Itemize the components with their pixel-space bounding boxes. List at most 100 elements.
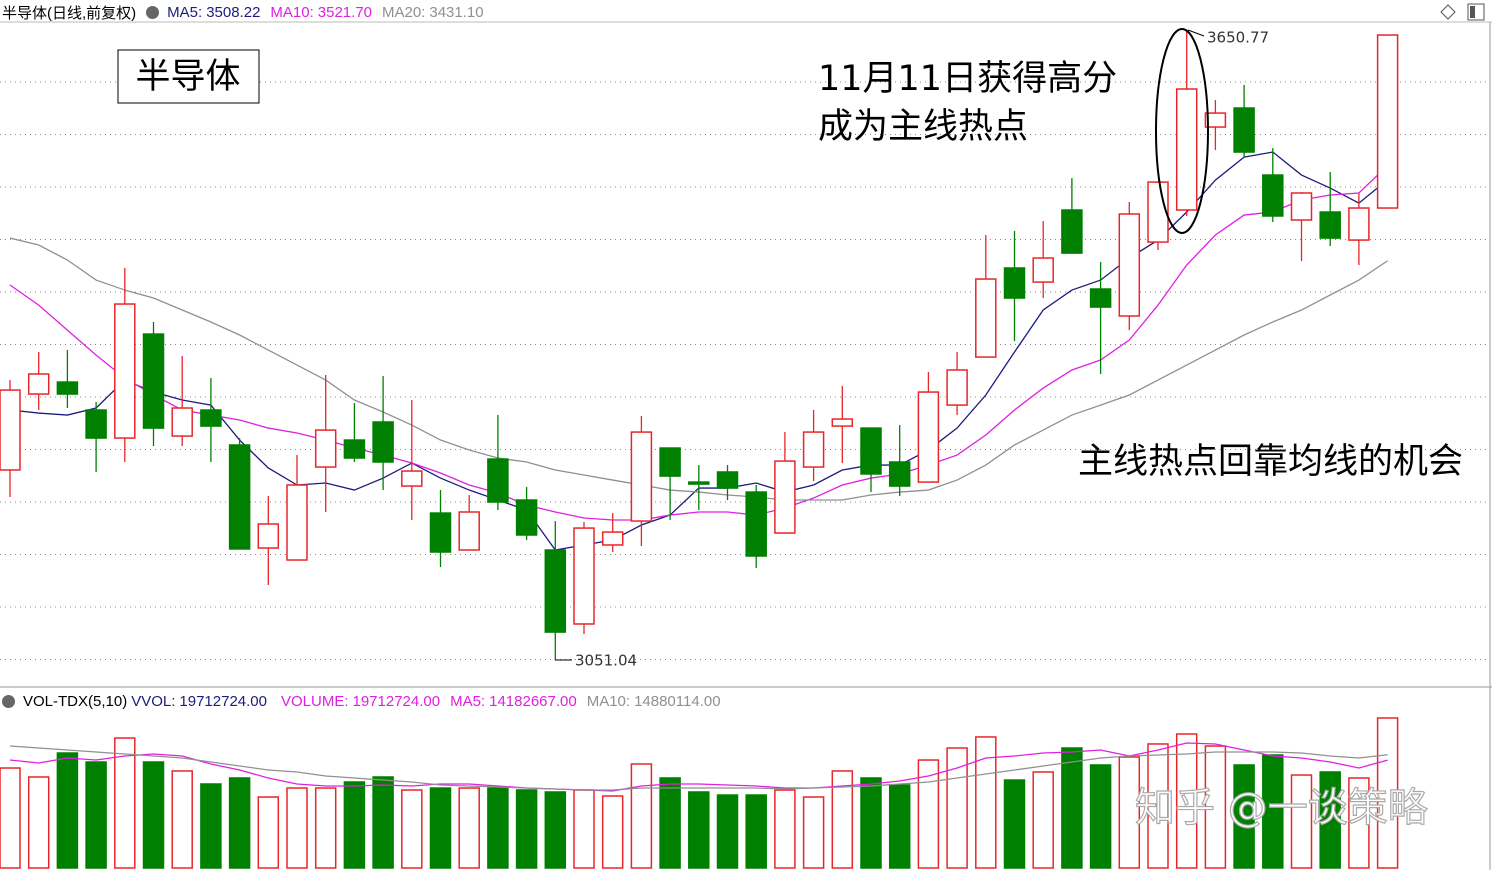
volume-bar [200,783,222,869]
candle-body [1204,112,1227,128]
maximize-button-inner [1470,6,1475,18]
candle-body [515,499,538,536]
volume-bar [228,777,251,869]
candle-body [85,409,107,439]
volume-bar [458,787,480,869]
volume-bar [1175,733,1198,869]
menu-icon[interactable] [146,5,160,19]
volume-bar [659,777,681,869]
ma-line [9,165,1389,521]
candle-body [716,471,739,489]
volume-bar [1348,777,1370,869]
candle-body [1175,88,1198,211]
vvol-name: VVOL: [131,692,176,710]
ma-line [9,742,1388,792]
candle-body [573,527,595,625]
ma-legend-value: 3521.70 [317,3,373,21]
candle-body [1319,211,1341,239]
candle-body [1262,174,1284,217]
candle-body [228,444,251,550]
candle-body [343,439,366,459]
annotation: 11月11日获得高分 [818,59,1117,99]
volume-bar [888,784,911,869]
candle-body [659,447,681,477]
candle-body [56,381,79,395]
candle-body [745,491,767,557]
candle-body [975,278,997,358]
candle-body [1118,213,1141,317]
volume-bar [1003,779,1026,869]
candle-body [1032,257,1054,283]
volume-title: VOL-TDX(5,10) [23,692,128,710]
maximize-button[interactable] [1467,3,1485,21]
volume-bar [27,776,50,869]
volume-legend-name: VOLUME: [280,692,349,710]
label-box-text: 半导体 [135,57,240,97]
ma-legend-value: 14182667.00 [489,692,577,710]
candle-body [860,427,882,475]
candle-body [802,431,825,468]
volume-bar [171,770,193,869]
high-arrow [1187,29,1205,37]
candle-body [1233,107,1255,153]
candle-body [1147,181,1169,243]
candle-body [630,431,653,522]
plot-layer [0,30,1490,869]
candle-body [946,369,968,406]
candle-body [200,409,222,427]
volume-bar [1032,771,1054,869]
ma-legend-value: 3431.10 [429,3,484,21]
volume-bar [1061,747,1083,869]
volume-bar [831,770,854,869]
candle-body [1061,209,1083,254]
volume-bar [401,789,423,869]
volume-bar [1233,764,1255,869]
volume-bar [802,796,825,869]
candle-body [372,421,394,463]
candle-body [0,389,21,471]
candle-body [458,511,480,551]
volume-bar [515,789,538,869]
volume-bar [975,736,997,869]
watermark: 知乎 @一谈策略 [1135,785,1428,831]
highlight-ellipse [1155,28,1209,234]
volume-bar [142,761,165,869]
candle-body [142,333,165,429]
ma-legend-value: 14880114.00 [634,692,721,710]
volume-header: VOL-TDX(5,10) VVOL: 19712724.00 VOLUME: 1… [2,690,731,712]
candle-body [314,429,337,468]
volume-bar [860,777,882,869]
candle-body [1089,288,1112,308]
volume-bar [1089,764,1112,869]
volume-bar [1319,771,1341,869]
candle-body [401,470,423,487]
candle-body [1003,267,1026,299]
ma-line [9,745,1388,791]
volume-bar [487,787,509,869]
ma-legend-name: MA10: [270,3,314,21]
candle-body [544,549,567,633]
volume-bar [1118,756,1141,869]
label-box [117,49,260,104]
ma-legend-name: MA5: [450,692,486,710]
volume-bar [429,787,452,869]
menu-icon[interactable] [2,694,15,708]
candle-body [1348,207,1370,241]
candle-body [1290,192,1313,221]
volume-bar [917,759,940,869]
annotation: 主线热点回靠均线的机会 [1078,442,1463,482]
candle-body [688,481,710,485]
candle-body [888,461,911,487]
volume-bar [946,747,968,869]
volume-bar [85,761,107,869]
candle-body [171,407,193,437]
candle-body [27,373,50,395]
volume-bar [716,794,739,869]
diamond-button[interactable] [1440,4,1456,20]
ma-legend-name: MA20: [382,3,426,21]
volume-bar [257,796,280,869]
candle-body [601,531,624,546]
low-label: 3051.04 [575,652,637,670]
